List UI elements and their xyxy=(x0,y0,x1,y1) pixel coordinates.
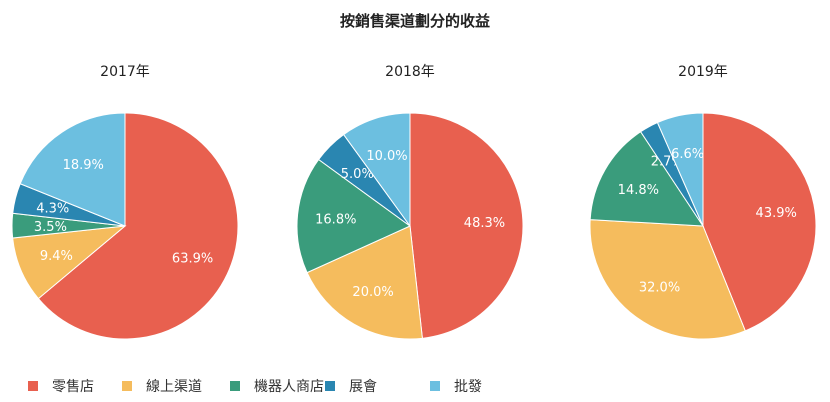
legend-item: 機器人商店 xyxy=(230,376,324,396)
data-label: 6.6% xyxy=(671,147,704,162)
legend-swatch xyxy=(28,381,38,391)
chart-title: 按銷售渠道劃分的收益 xyxy=(339,12,490,30)
legend-swatch xyxy=(230,381,240,391)
data-label: 63.9% xyxy=(172,252,213,267)
pie-slice-機器人商店 xyxy=(589,131,704,227)
legend-swatch xyxy=(122,381,132,391)
data-label: 43.9% xyxy=(756,206,797,221)
pie-slice-批發 xyxy=(19,112,126,227)
data-label: 48.3% xyxy=(464,216,505,231)
legend-label: 線上渠道 xyxy=(146,379,202,395)
pie-title: 2018年 xyxy=(385,64,435,80)
data-label: 20.0% xyxy=(352,285,393,300)
data-label: 16.8% xyxy=(315,212,356,227)
data-label: 3.5% xyxy=(34,220,67,235)
pie-title: 2017年 xyxy=(100,64,150,80)
pie-slice-線上渠道 xyxy=(589,219,746,340)
pie-slice-批發 xyxy=(342,112,411,228)
data-label: 9.4% xyxy=(40,249,73,264)
legend-label: 零售店 xyxy=(52,379,94,395)
legend-item: 線上渠道 xyxy=(122,376,202,396)
pie-slice-機器人商店 xyxy=(296,158,411,274)
legend-label: 批發 xyxy=(454,379,482,395)
legend-item: 零售店 xyxy=(28,376,94,396)
legend-swatch xyxy=(430,381,440,391)
legend-label: 展會 xyxy=(349,379,377,395)
legend-swatch xyxy=(325,381,335,391)
legend-item: 展會 xyxy=(325,376,377,396)
pie-slice-線上渠道 xyxy=(306,225,423,340)
legend-item: 批發 xyxy=(430,376,482,396)
pie-slice-零售店 xyxy=(37,112,239,340)
data-label: 5.0% xyxy=(341,167,374,182)
data-label: 14.8% xyxy=(618,183,659,198)
data-label: 18.9% xyxy=(63,158,104,173)
data-label: 32.0% xyxy=(639,281,680,296)
data-label: 4.3% xyxy=(36,202,69,217)
data-label: 10.0% xyxy=(366,149,407,164)
pie-slice-零售店 xyxy=(409,112,524,339)
legend-label: 機器人商店 xyxy=(254,379,324,395)
pie-slice-批發 xyxy=(656,112,704,227)
pie-title: 2019年 xyxy=(678,64,728,80)
pie-slice-零售店 xyxy=(702,112,817,332)
